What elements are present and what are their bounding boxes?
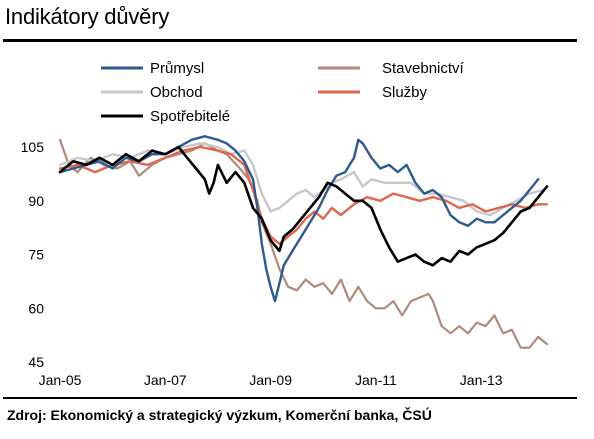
legend-label: Služby — [382, 84, 428, 101]
chart-legend: Průmysl Stavebnictví Obchod Služby Spotřebit… — [101, 60, 465, 125]
y-tick-label: 105 — [21, 139, 45, 155]
x-tick-label: Jan-11 — [355, 372, 397, 388]
chart-series — [58, 135, 549, 349]
y-tick-label: 45 — [28, 354, 44, 370]
footer-rule — [3, 397, 577, 399]
legend-label: Průmysl — [150, 60, 204, 77]
source-note: Zdroj: Ekonomický a strategický výzkum, … — [7, 407, 432, 423]
x-tick-label: Jan-05 — [39, 372, 82, 388]
series-line-4 — [58, 145, 549, 267]
page-title: Indikátory důvěry — [5, 4, 170, 29]
title-rule — [3, 39, 577, 42]
y-tick-label: 60 — [28, 300, 44, 316]
y-tick-label: 75 — [28, 247, 44, 263]
chart-axes: 45 60 75 90 105 Jan-05 Jan-07 Jan-09 Jan-11 Jan-1… — [21, 139, 503, 388]
x-tick-label: Jan-07 — [144, 372, 187, 388]
confidence-line-chart: Průmysl Stavebnictví Obchod Služby Spotřebit… — [21, 60, 549, 388]
series-line-3 — [58, 145, 549, 245]
legend-label: Spotřebitelé — [150, 108, 230, 125]
y-tick-label: 90 — [28, 193, 44, 209]
series-line-1 — [58, 138, 549, 349]
x-tick-label: Jan-09 — [249, 372, 292, 388]
x-tick-label: Jan-13 — [460, 372, 503, 388]
legend-label: Stavebnictví — [382, 60, 465, 77]
legend-label: Obchod — [150, 84, 203, 101]
